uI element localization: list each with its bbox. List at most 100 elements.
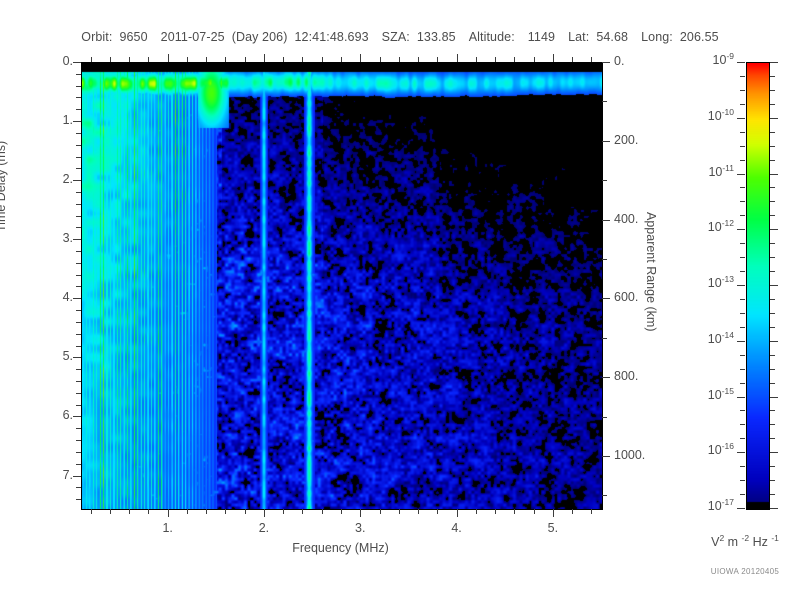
y-tick-minor bbox=[73, 298, 81, 299]
x-tick-top bbox=[148, 57, 149, 62]
colorbar-tick-left bbox=[740, 90, 745, 91]
colorbar-tick-left bbox=[740, 271, 745, 272]
observation-date: 2011-07-25 bbox=[160, 30, 225, 44]
x-tick-minor bbox=[534, 509, 535, 514]
y-tick-minor bbox=[76, 74, 81, 75]
credit-label: UIOWA 20120405 bbox=[710, 567, 780, 576]
x-tick-top bbox=[168, 54, 169, 62]
colorbar-tick-right bbox=[770, 299, 775, 300]
colorbar-tick-left bbox=[737, 341, 745, 342]
x-tick-minor bbox=[245, 509, 246, 514]
colorbar-tick-label: 10-9 bbox=[712, 50, 734, 67]
colorbar-tick-right bbox=[770, 369, 775, 370]
x-tick-top bbox=[187, 57, 188, 62]
x-tick-top bbox=[206, 57, 207, 62]
colorbar-tick-right bbox=[770, 285, 778, 286]
x-tick-top bbox=[341, 57, 342, 62]
y-tick-minor bbox=[76, 346, 81, 347]
y-tick-minor bbox=[73, 416, 81, 417]
y-tick-minor bbox=[76, 204, 81, 205]
x-tick-minor bbox=[418, 509, 419, 514]
x-tick-minor bbox=[399, 509, 400, 514]
y2-tick-label: 400. bbox=[614, 211, 639, 226]
y-tick-minor bbox=[76, 428, 81, 429]
colorbar-tick-left bbox=[737, 229, 745, 230]
y-tick-minor bbox=[73, 180, 81, 181]
colorbar-tick-right bbox=[770, 118, 778, 119]
y-tick-minor bbox=[73, 121, 81, 122]
colorbar-tick-right bbox=[770, 271, 775, 272]
y2-tick-minor bbox=[602, 62, 610, 63]
y2-tick-minor bbox=[602, 417, 607, 418]
colorbar-tick-right bbox=[770, 327, 775, 328]
colorbar-tick-right bbox=[770, 508, 778, 509]
x-tick-label: 2. bbox=[258, 521, 270, 535]
x-tick-minor bbox=[264, 509, 265, 517]
colorbar-tick-right bbox=[770, 341, 778, 342]
y-tick-minor bbox=[76, 393, 81, 394]
x-tick-top bbox=[380, 57, 381, 62]
colorbar-tick-left bbox=[740, 327, 745, 328]
altitude-value: 1149 bbox=[527, 30, 556, 44]
x-tick-minor bbox=[168, 509, 169, 517]
x-tick-top bbox=[418, 57, 419, 62]
x-tick-minor bbox=[514, 509, 515, 514]
x-tick-top bbox=[264, 54, 265, 62]
y-tick-minor bbox=[76, 334, 81, 335]
colorbar-tick-left bbox=[740, 424, 745, 425]
x-tick-minor bbox=[110, 509, 111, 514]
x-tick-minor bbox=[225, 509, 226, 514]
x-tick-label: 5. bbox=[547, 521, 559, 535]
observation-time: 12:41:48.693 bbox=[294, 30, 369, 44]
y-tick-minor bbox=[76, 216, 81, 217]
colorbar-tick-right bbox=[770, 132, 775, 133]
colorbar-tick-right bbox=[770, 104, 775, 105]
colorbar-tick-left bbox=[740, 410, 745, 411]
colorbar-tick-right bbox=[770, 76, 775, 77]
colorbar-tick-right bbox=[770, 313, 775, 314]
x-tick-top bbox=[514, 57, 515, 62]
x-tick-top bbox=[91, 57, 92, 62]
ionogram-heatmap[interactable] bbox=[82, 63, 602, 509]
sza-value: 133.85 bbox=[416, 30, 456, 44]
observation-day: (Day 206) bbox=[231, 30, 288, 44]
colorbar-tick-left bbox=[740, 494, 745, 495]
y-tick-minor bbox=[76, 275, 81, 276]
y-tick-minor bbox=[76, 286, 81, 287]
y2-tick-label: 600. bbox=[614, 290, 639, 305]
y2-tick-label: 200. bbox=[614, 132, 639, 147]
colorbar-tick-label: 10-12 bbox=[707, 218, 734, 235]
y-tick-label: 0. bbox=[62, 54, 73, 68]
y-tick-minor bbox=[76, 381, 81, 382]
sza-label: SZA: bbox=[381, 30, 410, 44]
y-tick-label: 7. bbox=[62, 467, 73, 482]
colorbar-tick-right bbox=[770, 174, 778, 175]
colorbar-tick-right bbox=[770, 410, 775, 411]
y-tick-minor bbox=[76, 310, 81, 311]
x-tick-top bbox=[110, 57, 111, 62]
colorbar-tick-left bbox=[740, 438, 745, 439]
x-tick-top bbox=[283, 57, 284, 62]
y-tick-label: 6. bbox=[62, 408, 73, 423]
colorbar-tick-left bbox=[740, 201, 745, 202]
colorbar-tick-left bbox=[740, 466, 745, 467]
x-tick-top bbox=[591, 57, 592, 62]
y2-tick-label: 800. bbox=[614, 369, 639, 384]
y2-tick-label: 1000. bbox=[614, 447, 646, 462]
y-tick-minor bbox=[76, 263, 81, 264]
x-tick-minor bbox=[495, 509, 496, 514]
ionogram-plot-area[interactable] bbox=[81, 62, 603, 510]
x-tick-minor bbox=[187, 509, 188, 514]
y2-tick-minor bbox=[602, 298, 610, 299]
colorbar-tick-right bbox=[770, 160, 775, 161]
colorbar[interactable] bbox=[746, 62, 770, 510]
x-tick-top bbox=[129, 57, 130, 62]
x-tick-minor bbox=[341, 509, 342, 514]
colorbar-tick-right bbox=[770, 452, 778, 453]
colorbar-tick-right bbox=[770, 355, 775, 356]
x-tick-minor bbox=[148, 509, 149, 514]
x-tick-minor bbox=[591, 509, 592, 514]
y2-tick-minor bbox=[602, 377, 610, 378]
colorbar-tick-label: 10-16 bbox=[707, 441, 734, 458]
